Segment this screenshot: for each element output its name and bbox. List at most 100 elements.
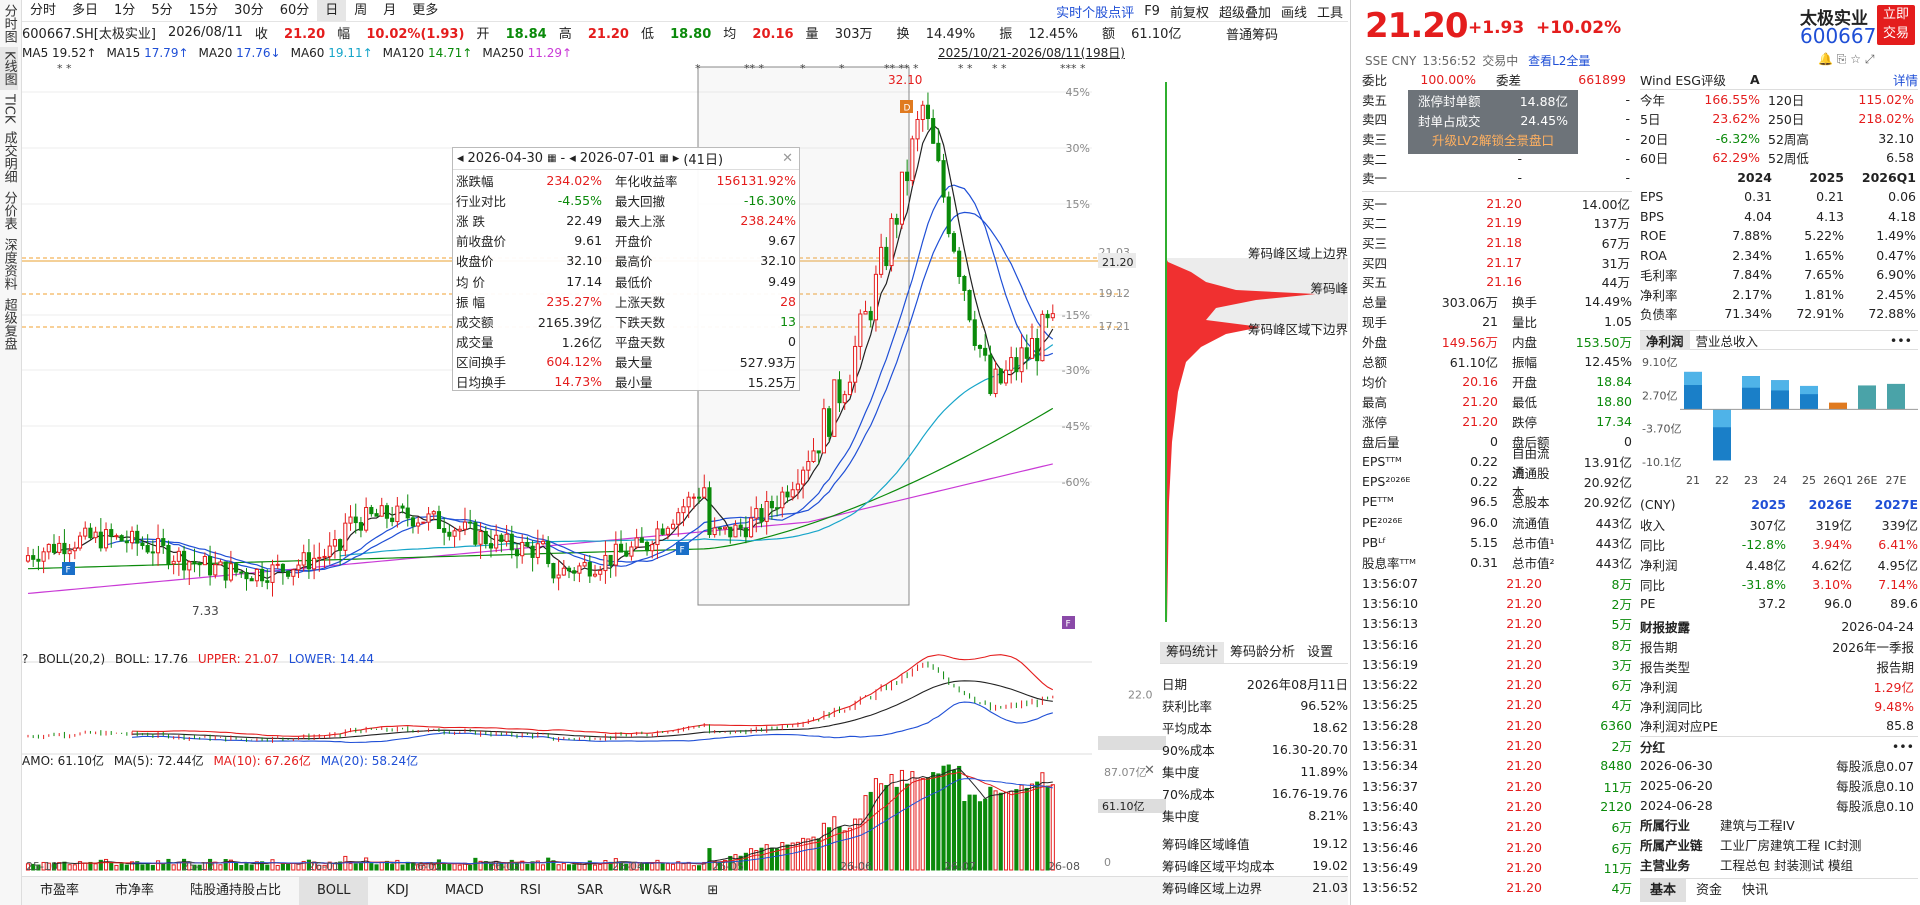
- period-tab-10[interactable]: 更多: [412, 2, 439, 18]
- amo-bar: [41, 861, 46, 871]
- nav-5[interactable]: 深度资料: [1, 237, 17, 290]
- period-tab-0[interactable]: 分时: [30, 2, 57, 18]
- rb-tab-1[interactable]: 资金: [1696, 883, 1723, 898]
- amo-bar: [150, 864, 155, 871]
- bell-icon[interactable]: 🔔: [1818, 52, 1833, 66]
- share-icon[interactable]: ⎘: [1836, 52, 1847, 66]
- nav-6[interactable]: 超级复盘: [1, 297, 17, 350]
- close-icon[interactable]: ✕: [782, 151, 793, 166]
- ind-tab-5[interactable]: MACD: [444, 883, 484, 898]
- bid-row[interactable]: 买一 21.20 14.00亿: [1362, 195, 1630, 212]
- bar-26E: [1858, 385, 1876, 410]
- fin-row: BPS 4.04 4.13 4.18: [1640, 208, 1916, 224]
- candle: [967, 289, 972, 321]
- ask-row[interactable]: 卖二 - -: [1362, 150, 1630, 167]
- tool-5[interactable]: 工具: [1316, 5, 1343, 21]
- stat-row: 涨停 21.20 跌停 17.34: [1362, 414, 1632, 431]
- ind-tab-4[interactable]: KDJ: [386, 883, 409, 898]
- amo-bar: [129, 861, 135, 871]
- boll-upper: UPPER: 21.07: [197, 652, 279, 666]
- bid-row[interactable]: 买四 21.17 31万: [1362, 254, 1630, 271]
- expand-icon[interactable]: ⤢: [1864, 52, 1875, 66]
- amo-bar: [208, 858, 213, 871]
- range-end[interactable]: 2026-07-01: [579, 151, 656, 166]
- price-tag-bg: [1098, 253, 1136, 268]
- help-icon[interactable]: ?: [22, 652, 29, 666]
- candle: [816, 450, 821, 454]
- period-tab-4[interactable]: 15分: [188, 2, 219, 18]
- tick-row: 13:56:40 21.20 2120: [1362, 798, 1632, 814]
- ind-tab-0[interactable]: 市盈率: [40, 883, 80, 898]
- star-icon[interactable]: ☆: [1850, 52, 1861, 66]
- nav-3[interactable]: 成交明细: [1, 130, 17, 183]
- period-tab-1[interactable]: 多日: [72, 2, 99, 18]
- tool-3[interactable]: 超级叠加: [1218, 5, 1271, 21]
- amo-bar: [1035, 781, 1040, 871]
- period-tab-2[interactable]: 1分: [114, 2, 136, 18]
- ind-tab-7[interactable]: SAR: [576, 883, 604, 898]
- candle: [457, 528, 462, 532]
- candle: [889, 217, 894, 267]
- period-tab-5[interactable]: 30分: [234, 2, 264, 18]
- period-tab-3[interactable]: 5分: [151, 2, 173, 18]
- l2-link[interactable]: 查看L2全量: [1528, 54, 1591, 68]
- amo-bar: [816, 838, 821, 871]
- tool-1[interactable]: F9: [1144, 3, 1160, 19]
- amo-bar: [582, 863, 587, 871]
- candle: [426, 513, 431, 523]
- nav-1[interactable]: K线图: [0, 47, 18, 90]
- ind-tab-6[interactable]: RSI: [519, 883, 541, 898]
- ind-tab-3[interactable]: BOLL: [299, 877, 369, 905]
- chip-tab-1[interactable]: 筹码龄分析: [1230, 645, 1296, 660]
- rb-tab-2[interactable]: 快讯: [1742, 883, 1769, 898]
- period-tab-9[interactable]: 月: [383, 2, 397, 18]
- period-tab-7[interactable]: 日: [317, 0, 347, 22]
- chip-tab-0[interactable]: 筹码统计: [1160, 642, 1225, 663]
- bar-x-label: 26Q1: [1823, 474, 1853, 487]
- chip-tab-2[interactable]: 设置: [1307, 645, 1334, 660]
- prev-end-icon[interactable]: ◂: [569, 151, 576, 166]
- tool-0[interactable]: 实时个股点评: [1056, 5, 1135, 21]
- bid-row[interactable]: 买二 21.19 137万: [1362, 215, 1630, 232]
- fin-tab-1[interactable]: 营业总收入: [1695, 333, 1759, 349]
- nav-4[interactable]: 分价表: [1, 190, 17, 230]
- wind-detail-link[interactable]: 详情: [1892, 72, 1918, 88]
- nav-0[interactable]: 分时图: [1, 4, 17, 43]
- amo-bar: [827, 827, 832, 871]
- tool-4[interactable]: 画线: [1280, 5, 1307, 21]
- prev-date-icon[interactable]: ◂: [457, 151, 464, 166]
- period-tab-8[interactable]: 周: [354, 2, 368, 18]
- date-range[interactable]: 2025/10/21-2026/08/11(198日): [938, 46, 1125, 60]
- ind-tab-9[interactable]: ⊞: [707, 883, 719, 898]
- calendar-icon[interactable]: ▦: [659, 153, 669, 164]
- bid-row[interactable]: 买三 21.18 67万: [1362, 235, 1630, 252]
- candle: [832, 379, 837, 437]
- amo-bar: [983, 798, 988, 871]
- ind-tab-1[interactable]: 市净率: [115, 883, 155, 898]
- trade-button[interactable]: 立即交易: [1877, 5, 1915, 45]
- tick-row: 13:56:13 21.20 5万: [1362, 616, 1632, 633]
- nav-2[interactable]: TICK: [1, 93, 17, 123]
- next-date-icon[interactable]: ▸: [672, 151, 680, 166]
- calendar-icon[interactable]: ▦: [547, 153, 557, 164]
- upgrade-l2-link[interactable]: 升级LV2解锁全景盘口: [1431, 133, 1555, 148]
- amo-ma20: MA(20): 58.24亿: [320, 754, 419, 768]
- period-tab-6[interactable]: 60分: [279, 2, 310, 18]
- ma20-line: [131, 211, 1054, 572]
- amo-bar: [348, 863, 353, 871]
- rb-tab-0[interactable]: 基本: [1640, 879, 1687, 902]
- tool-2[interactable]: 前复权: [1169, 5, 1209, 21]
- ind-tab-8[interactable]: W&R: [639, 883, 672, 898]
- candle: [686, 496, 691, 508]
- range-start[interactable]: 2026-04-30: [467, 151, 544, 166]
- dividend-row: 2026-06-30 每股派息0.07: [1640, 757, 1914, 774]
- stat-row: PEᵀᵀᴹ 96.5 总股本 20.92亿: [1362, 494, 1632, 511]
- ask-row[interactable]: 卖一 - -: [1362, 170, 1630, 187]
- more-icon[interactable]: •••: [1891, 738, 1914, 754]
- fin-tab-0[interactable]: 净利润: [1640, 330, 1690, 350]
- candle: [114, 535, 119, 538]
- bid-row[interactable]: 买五 21.16 44万: [1362, 274, 1630, 291]
- fin-tab-2[interactable]: •••: [1889, 332, 1912, 348]
- candle: [452, 530, 457, 537]
- ind-tab-2[interactable]: 陆股通持股占比: [190, 883, 282, 898]
